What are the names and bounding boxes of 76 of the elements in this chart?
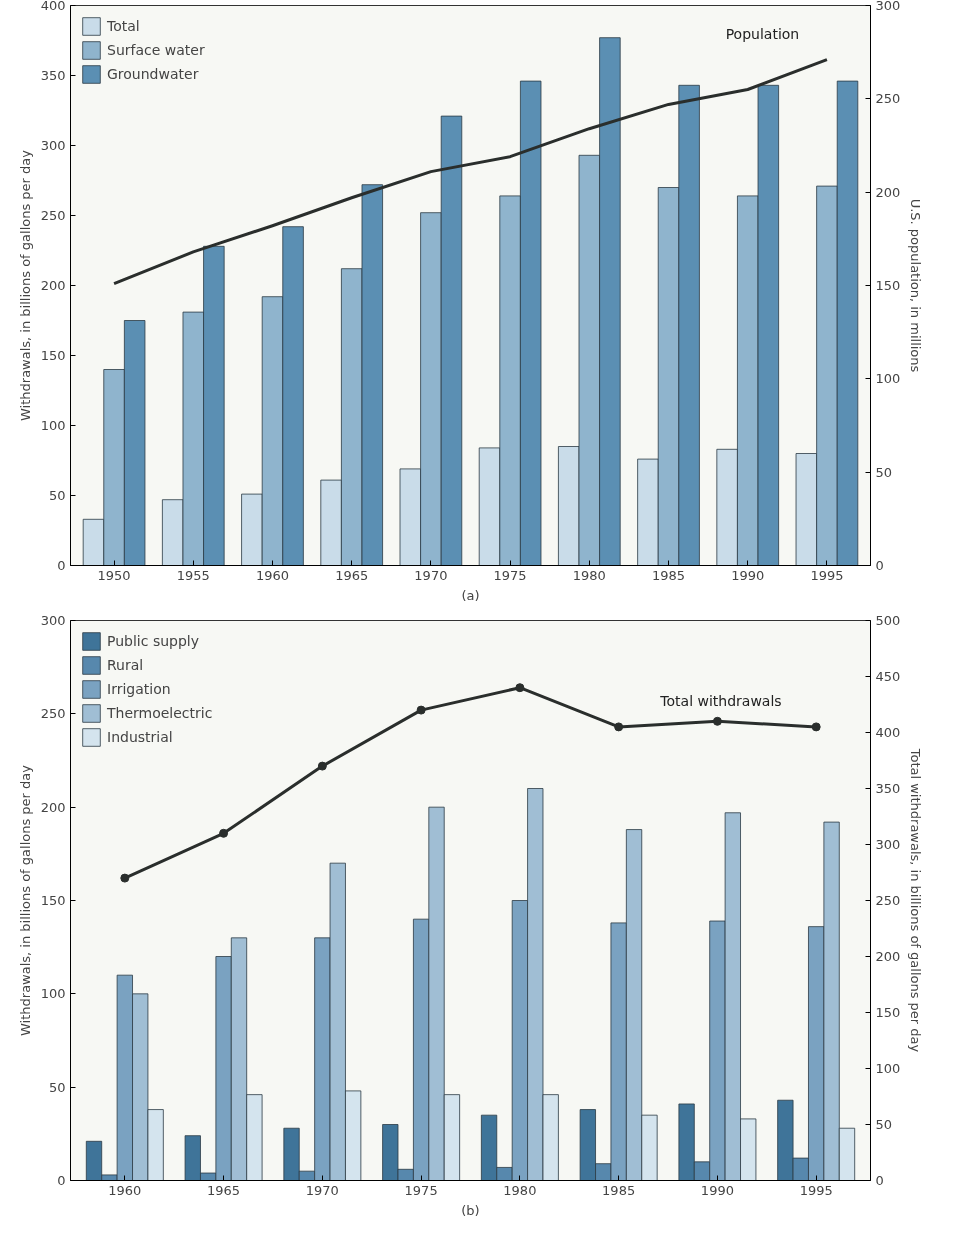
x-tick-label: 1980 — [503, 1182, 537, 1198]
point — [811, 722, 821, 732]
y-tick-label: 200 — [40, 278, 66, 293]
y2-tick-label: 450 — [875, 669, 901, 684]
y-tick-label: 250 — [40, 208, 66, 223]
x-tick-label: 1965 — [335, 567, 369, 583]
x-tick-label: 1995 — [799, 1182, 833, 1198]
y2-tick-label: 100 — [875, 371, 901, 387]
y-tick-label: 250 — [40, 706, 66, 722]
x-tick-label: 1975 — [493, 567, 527, 583]
point — [219, 828, 229, 838]
y2-tick-label: 0 — [875, 1173, 884, 1188]
x-tick-label: 1985 — [651, 567, 686, 583]
x-tick-label: 1960 — [255, 567, 290, 583]
point — [120, 873, 130, 883]
x-tick-label: 1980 — [572, 567, 606, 583]
y2-tick-label: 50 — [875, 464, 893, 480]
legend-label: Public supply — [107, 633, 199, 649]
y2-tick-label: 250 — [875, 893, 901, 908]
y2-tick-label: 400 — [875, 725, 901, 740]
y2-axis-title: U.S. population, in millions — [908, 198, 924, 373]
y-tick-label: 0 — [57, 1173, 66, 1188]
y-tick-label: 50 — [48, 1079, 66, 1095]
x-axis-title: (a) — [461, 587, 480, 603]
y2-axis-title: Total withdrawals, in billions of gallons per day — [908, 747, 924, 1053]
x-tick-label: 1995 — [810, 567, 844, 583]
x-tick-label: 1955 — [176, 567, 210, 583]
point — [317, 761, 327, 771]
x-tick-label: 1960 — [108, 1182, 142, 1198]
x-tick-label: 1970 — [414, 567, 448, 583]
y-tick-label: 400 — [40, 0, 66, 13]
y-tick-label: 100 — [40, 418, 66, 433]
x-tick-label: 1990 — [700, 1182, 734, 1198]
y-tick-label: 150 — [40, 348, 66, 363]
y2-tick-label: 500 — [875, 613, 901, 628]
y-tick-label: 200 — [40, 799, 66, 815]
y2-tick-label: 350 — [875, 781, 901, 796]
y2-tick-label: 150 — [875, 1005, 901, 1020]
y-axis-title: Withdrawals, in billions of gallons per day — [17, 764, 33, 1036]
legend-label: Groundwater — [107, 66, 199, 82]
y-axis-title: Withdrawals, in billions of gallons per day — [17, 149, 33, 421]
y2-tick-label: 100 — [875, 1061, 901, 1076]
x-tick-label: 1950 — [97, 567, 131, 583]
y-tick-label: 300 — [40, 613, 66, 628]
x-tick-label: 1975 — [404, 1182, 438, 1198]
y2-tick-label: 300 — [875, 837, 901, 852]
y-tick-label: 150 — [40, 893, 66, 908]
y2-tick-label: 200 — [875, 184, 901, 200]
y-tick-label: 100 — [40, 986, 66, 1002]
point — [712, 716, 722, 726]
x-tick-label: 1965 — [207, 1182, 241, 1198]
y2-tick-label: 200 — [875, 949, 901, 964]
legend-label: Total — [107, 18, 140, 34]
series-label: Total withdrawals — [659, 692, 782, 709]
y2-tick-label: 150 — [875, 278, 901, 293]
point — [515, 683, 525, 693]
point — [416, 705, 426, 715]
legend-label: Irrigation — [107, 681, 171, 697]
y2-tick-label: 0 — [875, 558, 884, 573]
y2-tick-label: 300 — [875, 0, 901, 13]
point — [614, 722, 624, 732]
y2-tick-label: 50 — [875, 1117, 893, 1132]
y-tick-label: 0 — [57, 558, 66, 573]
legend-label: Thermoelectric — [107, 705, 213, 721]
y-tick-label: 300 — [40, 138, 66, 153]
y-tick-label: 50 — [48, 488, 66, 503]
x-tick-label: 1985 — [602, 1182, 636, 1198]
legend-label: Rural — [107, 657, 144, 673]
x-tick-label: 1990 — [731, 567, 765, 583]
legend-label: Industrial — [107, 729, 173, 745]
y2-tick-label: 250 — [875, 91, 901, 107]
y-tick-label: 350 — [40, 68, 66, 83]
x-tick-label: 1970 — [305, 1182, 339, 1198]
series-label: Population — [725, 25, 800, 42]
x-axis-title: (b) — [461, 1202, 480, 1218]
legend-label: Surface water — [107, 42, 205, 58]
